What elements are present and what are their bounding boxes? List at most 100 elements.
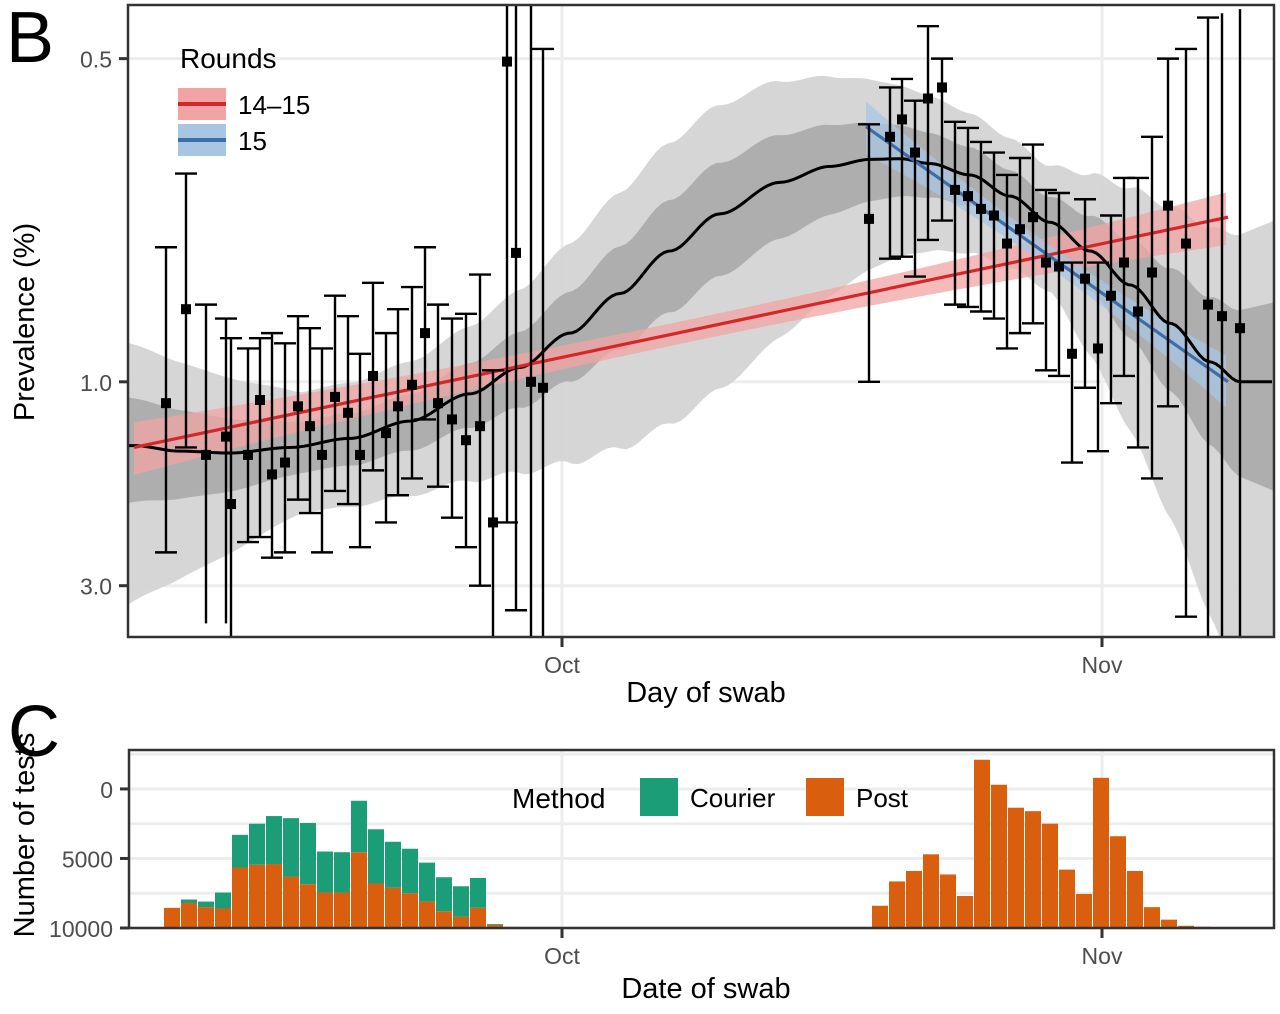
bar-stack xyxy=(368,829,384,928)
data-point-marker xyxy=(293,401,303,412)
bar-stack xyxy=(419,862,435,928)
panel-b-legend-title: Rounds xyxy=(180,43,277,74)
panel-b: B Prevalence (%) 3.0 1.0 0.5 Oct Nov Rounds… xyxy=(6,0,1276,709)
bar-segment-courier xyxy=(232,834,248,868)
panel-b-x-axis-title: Day of swab xyxy=(626,677,786,709)
spline-band-50 xyxy=(128,122,1274,504)
data-point-marker xyxy=(976,203,986,214)
data-point-marker xyxy=(1067,348,1077,359)
bar-segment-post xyxy=(334,892,350,928)
bar-segment-post xyxy=(1042,823,1058,928)
bar-segment-post xyxy=(1127,870,1143,928)
panel-b-legend-label-1: 15 xyxy=(238,126,267,156)
data-point-marker xyxy=(393,401,403,412)
panel-b-legend-item-round14-15[interactable]: 14–15 xyxy=(178,88,310,120)
bar-stack xyxy=(923,854,939,928)
data-point-errorbar xyxy=(1157,57,1179,408)
data-point-marker xyxy=(280,457,290,468)
data-point-marker xyxy=(1133,306,1143,317)
bar-segment-courier xyxy=(198,901,214,908)
data-point-marker xyxy=(1041,257,1051,268)
data-point-errorbar xyxy=(496,5,518,524)
bar-segment-post xyxy=(1076,893,1092,928)
bar-segment-post xyxy=(419,901,435,928)
panel-c-legend-item-courier[interactable]: Courier xyxy=(640,778,776,816)
data-point-errorbar xyxy=(858,123,880,384)
bar-stack xyxy=(249,823,265,928)
x-tick-label: Nov xyxy=(1082,943,1123,969)
bar-segment-post xyxy=(317,892,333,928)
bar-stack xyxy=(1127,870,1143,928)
bar-stack xyxy=(1042,823,1058,928)
data-point-marker xyxy=(1106,290,1116,301)
bar-segment-post xyxy=(1008,807,1024,928)
bar-segment-post xyxy=(436,911,452,928)
data-point-errorbar xyxy=(1127,176,1149,449)
bar-segment-courier xyxy=(402,848,418,894)
panel-b-legend-label-0: 14–15 xyxy=(238,90,310,120)
bar-segment-courier xyxy=(283,818,299,877)
bar-stack xyxy=(317,851,333,928)
panel-c-y-ticks: 10000 5000 0 xyxy=(49,777,129,942)
bar-segment-post xyxy=(1059,869,1075,928)
data-point-marker xyxy=(1054,261,1064,272)
data-point-errorbar xyxy=(375,331,397,524)
bar-stack xyxy=(1110,836,1126,928)
data-point-errorbar xyxy=(532,47,554,637)
panel-c-legend-item-post[interactable]: Post xyxy=(806,778,909,816)
y-tick-label: 10000 xyxy=(49,916,113,942)
data-point-marker xyxy=(1015,224,1025,235)
data-point-errorbar xyxy=(1197,16,1219,637)
bar-segment-post xyxy=(198,907,214,928)
panel-c-frame xyxy=(127,748,1276,930)
data-point-errorbar xyxy=(414,246,436,421)
bar-segment-post xyxy=(470,907,486,928)
data-point-errorbar xyxy=(944,120,966,306)
data-point-marker xyxy=(181,304,191,315)
data-point-errorbar xyxy=(261,331,283,559)
data-point-marker xyxy=(343,407,353,418)
data-point-marker xyxy=(1002,238,1012,249)
data-point-errorbar xyxy=(505,5,527,612)
data-point-errorbar xyxy=(1217,13,1227,637)
data-point-marker xyxy=(488,517,498,528)
data-point-errorbar xyxy=(155,246,177,554)
data-point-errorbar xyxy=(299,326,321,515)
bar-stack xyxy=(470,877,486,928)
panel-b-legend-item-round15[interactable]: 15 xyxy=(178,124,267,156)
data-point-marker xyxy=(1203,299,1213,310)
bar-segment-post xyxy=(300,884,316,928)
data-point-errorbar xyxy=(441,317,463,519)
bar-segment-post xyxy=(957,896,973,928)
bar-segment-courier xyxy=(436,877,452,912)
x-tick-label: Nov xyxy=(1082,652,1123,678)
data-point-errorbar xyxy=(931,57,953,222)
data-point-marker xyxy=(526,376,536,387)
data-point-marker xyxy=(1147,267,1157,278)
data-point-errorbar xyxy=(427,303,449,488)
bar-stack xyxy=(232,834,248,928)
bar-stack xyxy=(283,818,299,928)
data-point-errorbar xyxy=(337,314,359,506)
data-point-errorbar xyxy=(957,126,979,309)
bar-segment-post xyxy=(974,759,990,928)
data-point-marker xyxy=(201,449,211,460)
bar-segment-post xyxy=(872,905,888,928)
bar-segment-post xyxy=(923,854,939,928)
y-tick-label: 3.0 xyxy=(80,574,112,600)
data-point-marker xyxy=(1181,238,1191,249)
data-point-errorbar xyxy=(274,342,296,554)
legend-swatch-post xyxy=(806,778,844,816)
data-point-errorbar xyxy=(287,314,309,501)
data-point-errorbar xyxy=(220,336,242,637)
bar-segment-post xyxy=(368,883,384,928)
bar-stack xyxy=(215,892,231,928)
data-point-marker xyxy=(1028,212,1038,223)
panel-c-bars xyxy=(164,759,1228,928)
panel-c: C Number of tests 10000 5000 0 Oct Nov Meth… xyxy=(8,696,1276,1005)
data-point-marker xyxy=(475,421,485,432)
data-point-marker xyxy=(1235,323,1245,334)
data-point-errorbar xyxy=(195,303,217,624)
panel-b-y-ticks: 3.0 1.0 0.5 xyxy=(80,47,128,600)
